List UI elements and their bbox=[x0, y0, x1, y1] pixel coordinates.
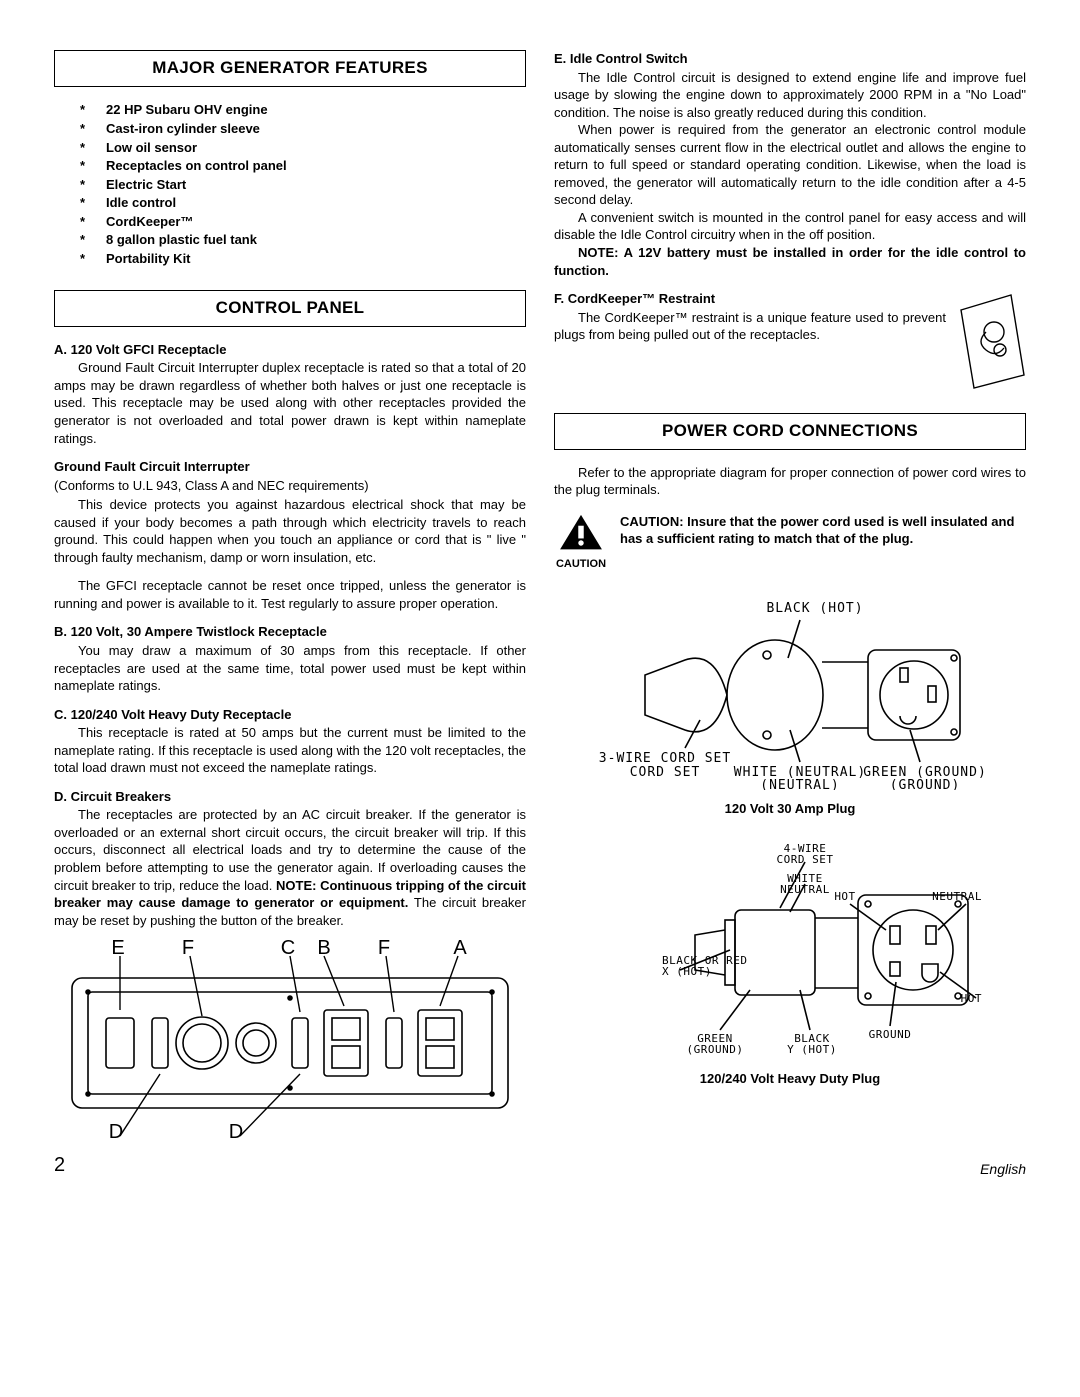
text: The GFCI receptacle cannot be reset once… bbox=[54, 578, 526, 611]
text: This receptacle is rated at 50 amps but … bbox=[54, 725, 526, 775]
text: When power is required from the generato… bbox=[554, 122, 1026, 207]
text: The CordKeeper™ restraint is a unique fe… bbox=[554, 310, 946, 343]
heading-d: D. Circuit Breakers bbox=[54, 788, 526, 806]
svg-text:F: F bbox=[378, 940, 390, 959]
feature-item: Idle control bbox=[80, 194, 526, 213]
text: You may draw a maximum of 30 amps from t… bbox=[54, 643, 526, 693]
page-footer: 2 English bbox=[54, 1152, 1026, 1179]
plug-hd-diagram: 4-WIRE CORD SET WHITE NEUTRAL HOT NEUTRA… bbox=[590, 840, 990, 1060]
note-text: NOTE: A 12V battery must be installed in… bbox=[554, 245, 1026, 278]
svg-text:CORD SET: CORD SET bbox=[777, 853, 834, 866]
svg-text:A: A bbox=[453, 940, 467, 959]
caution-text: CAUTION: Insure that the power cord used… bbox=[620, 513, 1026, 548]
feature-item: 22 HP Subaru OHV engine bbox=[80, 101, 526, 120]
power-cord-title: POWER CORD CONNECTIONS bbox=[554, 413, 1026, 450]
svg-text:C: C bbox=[281, 940, 295, 959]
svg-text:NEUTRAL: NEUTRAL bbox=[780, 883, 830, 896]
svg-text:F: F bbox=[182, 940, 194, 959]
feature-item: CordKeeper™ bbox=[80, 212, 526, 231]
svg-text:CORD SET: CORD SET bbox=[630, 765, 701, 780]
para-a3: The GFCI receptacle cannot be reset once… bbox=[54, 577, 526, 612]
svg-text:BLACK (HOT): BLACK (HOT) bbox=[766, 601, 863, 616]
para-e3: A convenient switch is mounted in the co… bbox=[554, 209, 1026, 244]
feature-item: Electric Start bbox=[80, 175, 526, 194]
text: The Idle Control circuit is designed to … bbox=[554, 70, 1026, 120]
cordkeeper-section: F. CordKeeper™ Restraint The CordKeeper™… bbox=[554, 290, 1026, 395]
svg-text:HOT: HOT bbox=[961, 992, 982, 1005]
para-c1: This receptacle is rated at 50 amps but … bbox=[54, 724, 526, 777]
gfci-heading: Ground Fault Circuit Interrupter bbox=[54, 458, 526, 476]
major-features-title: MAJOR GENERATOR FEATURES bbox=[54, 50, 526, 87]
para-e-note: NOTE: A 12V battery must be installed in… bbox=[554, 244, 1026, 279]
feature-item: Cast-iron cylinder sleeve bbox=[80, 119, 526, 138]
svg-text:B: B bbox=[317, 940, 330, 959]
text: A convenient switch is mounted in the co… bbox=[554, 210, 1026, 243]
heading-f: F. CordKeeper™ Restraint bbox=[554, 290, 946, 308]
plug-30a-diagram: BLACK (HOT) 3-WIRE CORD SET CORD SET WHI… bbox=[590, 590, 990, 790]
heading-a: A. 120 Volt GFCI Receptacle bbox=[54, 341, 526, 359]
para-b1: You may draw a maximum of 30 amps from t… bbox=[54, 642, 526, 695]
page-number: 2 bbox=[54, 1152, 65, 1179]
svg-text:E: E bbox=[111, 940, 124, 959]
para-d1: The receptacles are protected by an AC c… bbox=[54, 806, 526, 929]
text: Refer to the appropriate diagram for pro… bbox=[554, 465, 1026, 498]
svg-text:D: D bbox=[229, 1121, 243, 1140]
feature-item: 8 gallon plastic fuel tank bbox=[80, 231, 526, 250]
right-column: E. Idle Control Switch The Idle Control … bbox=[554, 50, 1026, 1140]
feature-item: Receptacles on control panel bbox=[80, 157, 526, 176]
para-e2: When power is required from the generato… bbox=[554, 121, 1026, 209]
svg-text:NEUTRAL: NEUTRAL bbox=[932, 890, 982, 903]
svg-text:HOT: HOT bbox=[834, 890, 855, 903]
svg-text:X (HOT): X (HOT) bbox=[662, 965, 712, 978]
svg-text:Y (HOT): Y (HOT) bbox=[787, 1043, 837, 1056]
svg-text:D: D bbox=[109, 1121, 123, 1140]
caution-icon: CAUTION bbox=[554, 513, 608, 572]
caution-block: CAUTION CAUTION: Insure that the power c… bbox=[554, 513, 1026, 572]
para-a1: Ground Fault Circuit Interrupter duplex … bbox=[54, 359, 526, 447]
gfci-sub: (Conforms to U.L 943, Class A and NEC re… bbox=[54, 477, 526, 495]
features-list: 22 HP Subaru OHV engine Cast-iron cylind… bbox=[54, 101, 526, 268]
control-panel-title: CONTROL PANEL bbox=[54, 290, 526, 327]
heading-c: C. 120/240 Volt Heavy Duty Receptacle bbox=[54, 706, 526, 724]
para-pcc: Refer to the appropriate diagram for pro… bbox=[554, 464, 1026, 499]
caption-30a: 120 Volt 30 Amp Plug bbox=[554, 800, 1026, 818]
svg-text:3-WIRE CORD SET: 3-WIRE CORD SET bbox=[599, 751, 731, 766]
svg-text:GROUND: GROUND bbox=[869, 1028, 912, 1041]
feature-item: Portability Kit bbox=[80, 249, 526, 268]
caption-hd: 120/240 Volt Heavy Duty Plug bbox=[554, 1070, 1026, 1088]
heading-e: E. Idle Control Switch bbox=[554, 50, 1026, 68]
svg-text:(GROUND): (GROUND) bbox=[687, 1043, 744, 1056]
svg-text:(GROUND): (GROUND) bbox=[890, 778, 961, 790]
left-column: MAJOR GENERATOR FEATURES 22 HP Subaru OH… bbox=[54, 50, 526, 1140]
para-a2: This device protects you against hazardo… bbox=[54, 496, 526, 566]
heading-b: B. 120 Volt, 30 Ampere Twistlock Recepta… bbox=[54, 623, 526, 641]
control-panel-diagram: E F C B F A D D bbox=[60, 940, 520, 1140]
cordkeeper-diagram bbox=[956, 290, 1026, 395]
feature-item: Low oil sensor bbox=[80, 138, 526, 157]
para-f1: The CordKeeper™ restraint is a unique fe… bbox=[554, 309, 946, 344]
two-column-layout: MAJOR GENERATOR FEATURES 22 HP Subaru OH… bbox=[54, 50, 1026, 1140]
para-e1: The Idle Control circuit is designed to … bbox=[554, 69, 1026, 122]
text: This device protects you against hazardo… bbox=[54, 497, 526, 565]
svg-text:(NEUTRAL): (NEUTRAL) bbox=[760, 778, 839, 790]
language-label: English bbox=[980, 1160, 1026, 1179]
text: Ground Fault Circuit Interrupter duplex … bbox=[54, 360, 526, 445]
caution-label: CAUTION bbox=[554, 557, 608, 572]
